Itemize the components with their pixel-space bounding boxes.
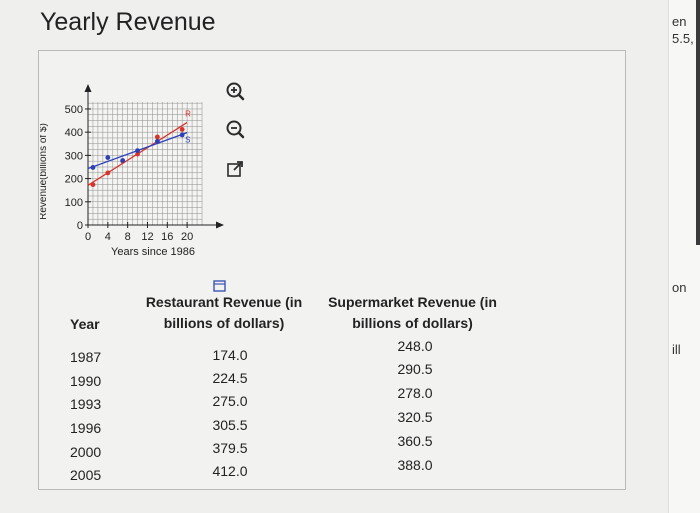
x-tick-label: 4 [105, 231, 111, 243]
column-header-year: Year [70, 316, 100, 332]
table-cell-year: 2005 [70, 467, 102, 483]
table-cell-restaurant: 379.5 [212, 440, 248, 456]
revenue-chart: 0 100 200 300 400 500 0 4 8 12 16 20 Years since 198… [40, 84, 224, 258]
x-tick-label: 12 [141, 231, 153, 243]
table-cell-supermarket: 278.0 [397, 385, 433, 401]
y-tick-label: 400 [65, 127, 83, 139]
table-cell-supermarket: 290.5 [397, 361, 433, 377]
column-header-supermarket: Supermarket Revenue (in billions of doll… [315, 292, 510, 334]
y-tick-label: 300 [65, 150, 83, 162]
data-point-s [90, 165, 96, 170]
data-point-s [105, 155, 111, 160]
adjacent-text-1: en [672, 14, 687, 29]
x-axis-arrow [216, 221, 224, 229]
table-cell-restaurant: 412.0 [212, 463, 248, 479]
table-cell-supermarket: 360.5 [397, 433, 433, 449]
table-cell-year: 1990 [70, 373, 102, 389]
adjacent-text-3: on [672, 280, 687, 295]
adjacent-text-4: ill [672, 342, 681, 357]
column-header-supermarket-line-2: billions of dollars) [352, 315, 473, 331]
popout-icon[interactable] [224, 158, 246, 180]
data-point-r [135, 151, 140, 157]
y-tick-label: 100 [65, 197, 83, 209]
x-tick-label: 16 [161, 231, 173, 243]
data-point-s [179, 132, 185, 138]
copy-icon[interactable] [212, 278, 228, 294]
x-tick-label: 20 [181, 231, 193, 243]
zoom-out-icon[interactable] [224, 118, 246, 140]
page-title: Yearly Revenue [40, 8, 216, 36]
column-header-restaurant-line-1: Restaurant Revenue (in [145, 294, 303, 310]
table-cell-restaurant: 305.5 [212, 417, 248, 433]
y-axis-label: Revenue(billions of $) [40, 123, 49, 220]
adjacent-text-2: 5.5, [672, 31, 694, 46]
data-point-r [179, 126, 185, 132]
adjacent-panel-edge [668, 0, 700, 513]
column-header-supermarket-line-1: Supermarket Revenue (in [328, 294, 497, 310]
table-cell-year: 1996 [70, 420, 102, 436]
data-point-r [105, 170, 111, 176]
table-cell-year: 1993 [70, 396, 102, 412]
x-tick-label: 8 [125, 231, 131, 243]
column-header-restaurant: Restaurant Revenue (in billions of dolla… [134, 292, 314, 334]
column-header-restaurant-line-2: billions of dollars) [163, 315, 285, 331]
series-label-r: R [185, 109, 191, 118]
plot-area [88, 102, 202, 225]
x-tick-label: 0 [85, 231, 91, 243]
table-cell-year: 2000 [70, 444, 102, 460]
data-point-s [154, 138, 160, 144]
table-cell-supermarket: 320.5 [397, 409, 433, 425]
table-cell-restaurant: 275.0 [212, 393, 248, 409]
series-label-s: S [185, 136, 190, 145]
y-tick-label: 500 [65, 104, 83, 116]
y-tick-label: 200 [65, 174, 83, 186]
y-tick-label: 0 [77, 220, 83, 232]
table-cell-supermarket: 388.0 [397, 457, 433, 473]
table-cell-year: 1987 [70, 349, 102, 365]
adjacent-panel-scroll-edge [696, 0, 700, 245]
table-cell-supermarket: 248.0 [397, 338, 433, 354]
data-point-r [90, 182, 96, 188]
data-point-r [154, 134, 160, 140]
table-cell-restaurant: 174.0 [212, 347, 248, 363]
x-axis-label: Years since 1986 [111, 246, 195, 258]
y-axis-arrow [84, 84, 92, 92]
zoom-in-icon[interactable] [224, 80, 246, 102]
data-point-s [120, 158, 126, 163]
table-cell-restaurant: 224.5 [212, 370, 248, 386]
data-point-s [135, 148, 140, 154]
